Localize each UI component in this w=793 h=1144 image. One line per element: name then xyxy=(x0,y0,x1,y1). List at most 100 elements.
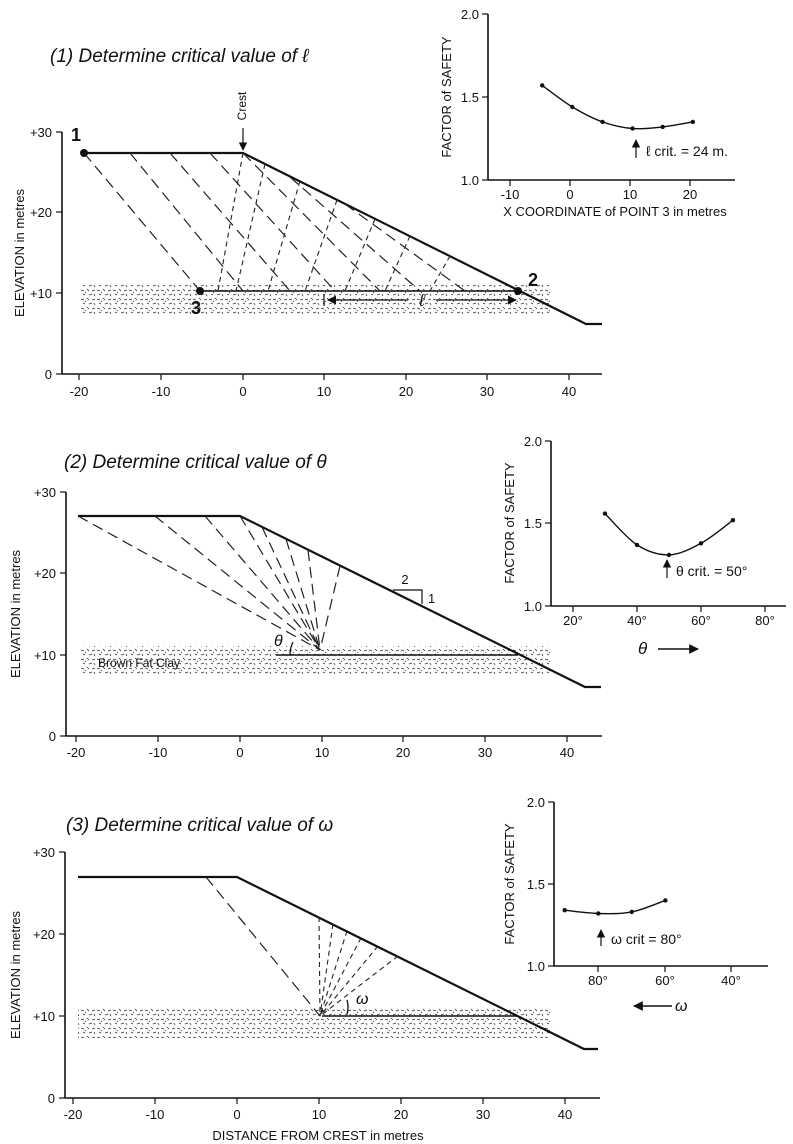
y-tick-label: 0 xyxy=(49,729,56,744)
inset-2-x-label: θ xyxy=(638,639,648,658)
inset-chart-3: 2.0 1.5 1.0 80° 60° 40° ω FACTOR of SAFE… xyxy=(502,795,768,1015)
slope-profile xyxy=(78,514,601,689)
x-tick-label: -10 xyxy=(149,745,168,760)
x-tick-label: 20 xyxy=(394,1107,408,1122)
panel-1-y-ticks: +30 +20 +10 0 xyxy=(30,125,62,382)
point-2 xyxy=(514,287,522,295)
panel-3: (3) Determine critical value of ω +30 +2… xyxy=(8,795,768,1143)
fos-curve-3 xyxy=(564,899,666,915)
inset-1-x-label: X COORDINATE of POINT 3 in metres xyxy=(503,204,727,219)
clay-layer xyxy=(78,1008,550,1038)
x-tick-label: -10 xyxy=(146,1107,165,1122)
y-tick-label: +10 xyxy=(30,286,52,301)
inset-x-tick: 10 xyxy=(623,187,637,202)
panel-1-y-axis-label: ELEVATION in metres xyxy=(12,188,27,317)
inset-y-tick: 2.0 xyxy=(527,795,545,810)
y-tick-label: 0 xyxy=(45,367,52,382)
trial-surfaces xyxy=(205,876,399,1017)
fos-points-3 xyxy=(562,898,668,916)
x-tick-label: 10 xyxy=(317,384,331,399)
inset-1-y-label: FACTOR of SAFETY xyxy=(439,36,454,157)
theta-arc xyxy=(289,641,294,656)
inset-x-tick: 80° xyxy=(755,613,775,628)
fos-points-2 xyxy=(602,511,736,558)
x-tick-label: -20 xyxy=(67,745,86,760)
y-tick-label: +20 xyxy=(33,927,55,942)
inset-chart-2: 2.0 1.5 1.0 20° 40° 60° 80° θ FACTOR of … xyxy=(502,434,786,658)
panel-3-title: (3) Determine critical value of ω xyxy=(66,815,333,836)
inset-y-tick: 2.0 xyxy=(524,434,542,449)
x-tick-label: 40 xyxy=(560,745,574,760)
x-tick-label: 10 xyxy=(315,745,329,760)
fos-data-point xyxy=(602,511,608,516)
fos-data-point xyxy=(570,104,575,110)
x-tick-label: 0 xyxy=(233,1107,240,1122)
soil-label: Brown Fat Clay xyxy=(98,656,180,670)
inset-y-tick: 1.0 xyxy=(527,959,545,974)
fos-data-point xyxy=(690,119,695,125)
panel-3-x-ticks: -20 -10 0 10 20 30 40 xyxy=(64,1098,572,1122)
fos-data-point xyxy=(600,119,605,125)
fos-data-point xyxy=(630,126,635,131)
slope-ratio-horizontal: 2 xyxy=(401,572,408,587)
y-tick-label: +20 xyxy=(34,566,56,581)
inset-y-tick: 1.5 xyxy=(524,516,542,531)
inset-2-y-label: FACTOR of SAFETY xyxy=(502,462,517,583)
inset-x-tick: 0 xyxy=(566,187,573,202)
x-tick-label: 30 xyxy=(478,745,492,760)
inset-y-tick: 1.5 xyxy=(527,877,545,892)
x-tick-label: 20 xyxy=(396,745,410,760)
panel-3-y-ticks: +30 +20 +10 0 xyxy=(33,845,65,1106)
inset-y-tick: 1.0 xyxy=(524,599,542,614)
trial-surfaces xyxy=(83,152,466,292)
y-tick-label: +30 xyxy=(34,485,56,500)
x-tick-label: -10 xyxy=(152,384,171,399)
inset-x-tick: 20 xyxy=(683,187,697,202)
point-2-label: 2 xyxy=(528,270,538,290)
y-tick-label: +10 xyxy=(33,1009,55,1024)
slope-profile xyxy=(78,875,598,1051)
inset-3-y-label: FACTOR of SAFETY xyxy=(502,823,517,944)
inset-x-tick: 80° xyxy=(588,973,608,988)
clay-layer xyxy=(80,646,550,676)
panel-1: (1) Determine critical value of ℓ +30 +2… xyxy=(12,7,735,399)
inset-chart-1: 2.0 1.5 1.0 -10 0 10 20 X COORDINATE of … xyxy=(439,7,735,219)
y-tick-label: +30 xyxy=(30,125,52,140)
y-tick-label: 0 xyxy=(48,1091,55,1106)
slope-ratio-triangle xyxy=(393,589,423,604)
omega-arc xyxy=(346,999,349,1015)
panel-2-y-ticks: +30 +20 +10 0 xyxy=(34,485,66,744)
critical-annotation-1: ℓ crit. = 24 m. xyxy=(646,143,728,159)
fos-data-point xyxy=(660,124,665,130)
fos-data-point xyxy=(663,898,668,903)
panel-1-x-ticks: -20 -10 0 10 20 30 40 xyxy=(70,374,576,399)
fos-points-1 xyxy=(540,83,695,131)
inset-y-tick: 1.0 xyxy=(461,173,479,188)
x-tick-label: 40 xyxy=(558,1107,572,1122)
panel-2: (2) Determine critical value of θ +30 +2… xyxy=(8,434,786,760)
fos-data-point xyxy=(540,83,545,88)
fos-data-point xyxy=(730,518,736,523)
inset-x-tick: 60° xyxy=(655,973,675,988)
x-tick-label: 20 xyxy=(399,384,413,399)
slope-profile xyxy=(84,151,602,326)
point-3-label: 3 xyxy=(191,298,201,318)
point-3 xyxy=(196,287,204,295)
inset-x-tick: 40° xyxy=(721,973,741,988)
inset-y-tick: 2.0 xyxy=(461,7,479,22)
critical-annotation-3: ω crit = 80° xyxy=(611,931,682,947)
fos-data-point xyxy=(562,908,567,913)
point-1-label: 1 xyxy=(71,125,81,145)
inset-y-tick: 1.5 xyxy=(461,90,479,105)
x-tick-label: 40 xyxy=(562,384,576,399)
panel-2-x-ticks: -20 -10 0 10 20 30 40 xyxy=(67,736,574,760)
fos-data-point xyxy=(596,911,601,916)
x-tick-label: -20 xyxy=(64,1107,83,1122)
inset-x-tick: 20° xyxy=(563,613,583,628)
x-tick-label: 30 xyxy=(476,1107,490,1122)
panel-3-y-axis-label: ELEVATION in metres xyxy=(8,910,23,1039)
inset-x-tick: -10 xyxy=(501,187,520,202)
x-tick-label: 0 xyxy=(239,384,246,399)
fos-curve-2 xyxy=(604,513,734,556)
